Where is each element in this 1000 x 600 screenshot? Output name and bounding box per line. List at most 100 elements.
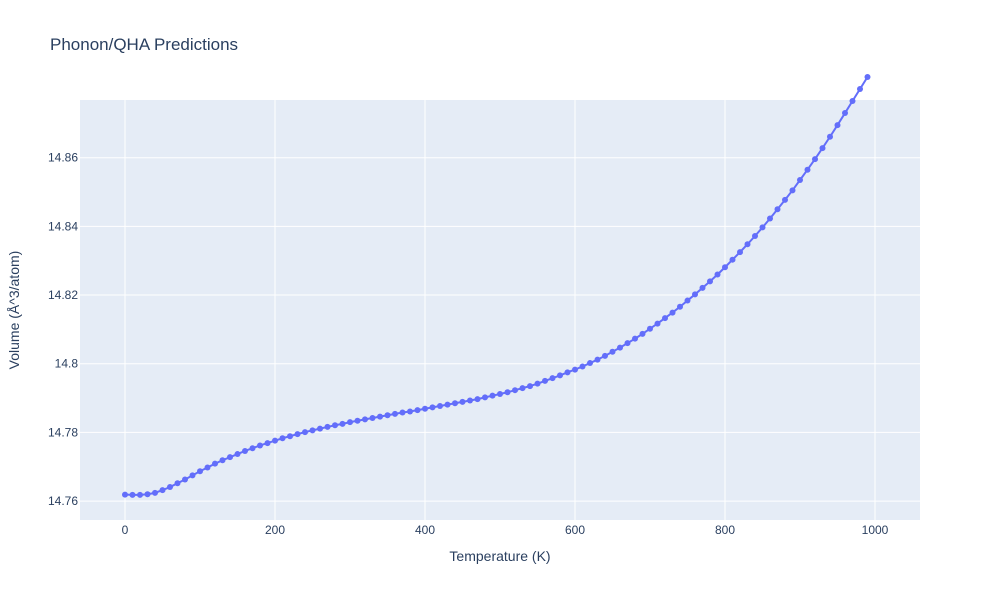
data-point [767,215,773,222]
data-point [384,412,391,419]
data-point [287,433,293,440]
y-tick-label: 14.78 [48,425,78,439]
data-point [332,422,338,429]
data-point [317,425,323,432]
data-point [377,413,383,420]
data-point [722,264,728,271]
y-tick-label: 14.84 [48,219,78,233]
data-point [264,440,271,447]
data-point [564,369,571,376]
data-point [752,232,758,239]
data-point [482,394,488,401]
data-point [842,110,848,117]
x-tick-label: 400 [415,523,435,537]
data-point [729,256,736,263]
data-point [257,442,263,449]
data-point [429,404,436,411]
data-point [572,366,578,373]
data-point [182,476,188,483]
data-point [414,407,421,414]
data-point [474,396,481,403]
data-point [369,415,376,421]
y-tick-label: 14.82 [48,288,78,302]
data-point [797,177,803,184]
data-point [174,480,181,487]
data-point [654,320,661,327]
data-point [452,400,458,407]
data-point [647,325,653,332]
data-point [737,249,743,256]
data-point [849,98,856,105]
data-point [234,451,241,458]
data-point [362,416,368,423]
data-point [437,402,443,409]
data-point [579,363,586,370]
x-tick-labels: 0 200 400 600 800 1000 [122,523,889,537]
data-point [609,348,616,355]
data-point [759,224,766,231]
data-point [512,387,518,394]
data-point [602,352,608,359]
data-point [339,420,346,427]
data-point [617,344,623,351]
data-point [272,437,278,444]
chart-title: Phonon/QHA Predictions [50,35,238,54]
data-point [669,309,676,316]
data-point [527,383,533,390]
x-axis-title: Temperature (K) [449,548,550,564]
data-point [159,487,166,494]
data-point [624,340,631,347]
data-point [774,206,781,213]
data-point [587,360,593,367]
y-tick-label: 14.76 [48,494,78,508]
x-tick-label: 0 [122,523,129,537]
data-point [632,335,638,342]
data-point [122,491,128,498]
data-point [594,356,601,363]
data-point [662,315,668,322]
data-point [242,447,248,454]
y-tick-label: 14.8 [55,357,79,371]
data-point [557,372,563,379]
data-point [279,435,286,442]
data-point [204,464,211,471]
data-point [227,454,233,461]
data-point [504,389,511,396]
data-point [324,423,331,430]
data-point [744,241,751,248]
data-point [444,401,451,408]
data-point [819,145,826,152]
data-point [137,491,143,498]
data-point [497,390,503,397]
y-axis-title: Volume (Å^3/atom) [6,251,22,370]
x-tick-label: 200 [265,523,285,537]
data-point [219,457,226,464]
data-point [549,375,556,382]
data-point [152,489,158,496]
data-point [347,419,353,426]
data-point [167,484,173,491]
data-point [692,291,698,298]
plot-area [80,100,920,520]
data-point [534,380,541,387]
data-point [489,392,496,399]
data-point [804,166,811,173]
data-point [407,408,413,415]
series-markers [122,73,871,498]
data-point [834,122,841,129]
data-point [864,73,871,80]
y-tick-labels: 14.76 14.78 14.8 14.82 14.84 14.86 [48,151,78,508]
data-point [422,405,428,412]
data-point [197,468,203,475]
x-gridlines [124,100,876,520]
data-point [459,398,466,405]
data-point [542,377,548,384]
data-point [714,271,721,278]
data-point [699,284,706,291]
y-tick-label: 14.86 [48,151,78,165]
data-point [354,417,361,424]
data-point [857,86,863,93]
data-point [827,133,833,140]
data-point [129,491,136,498]
